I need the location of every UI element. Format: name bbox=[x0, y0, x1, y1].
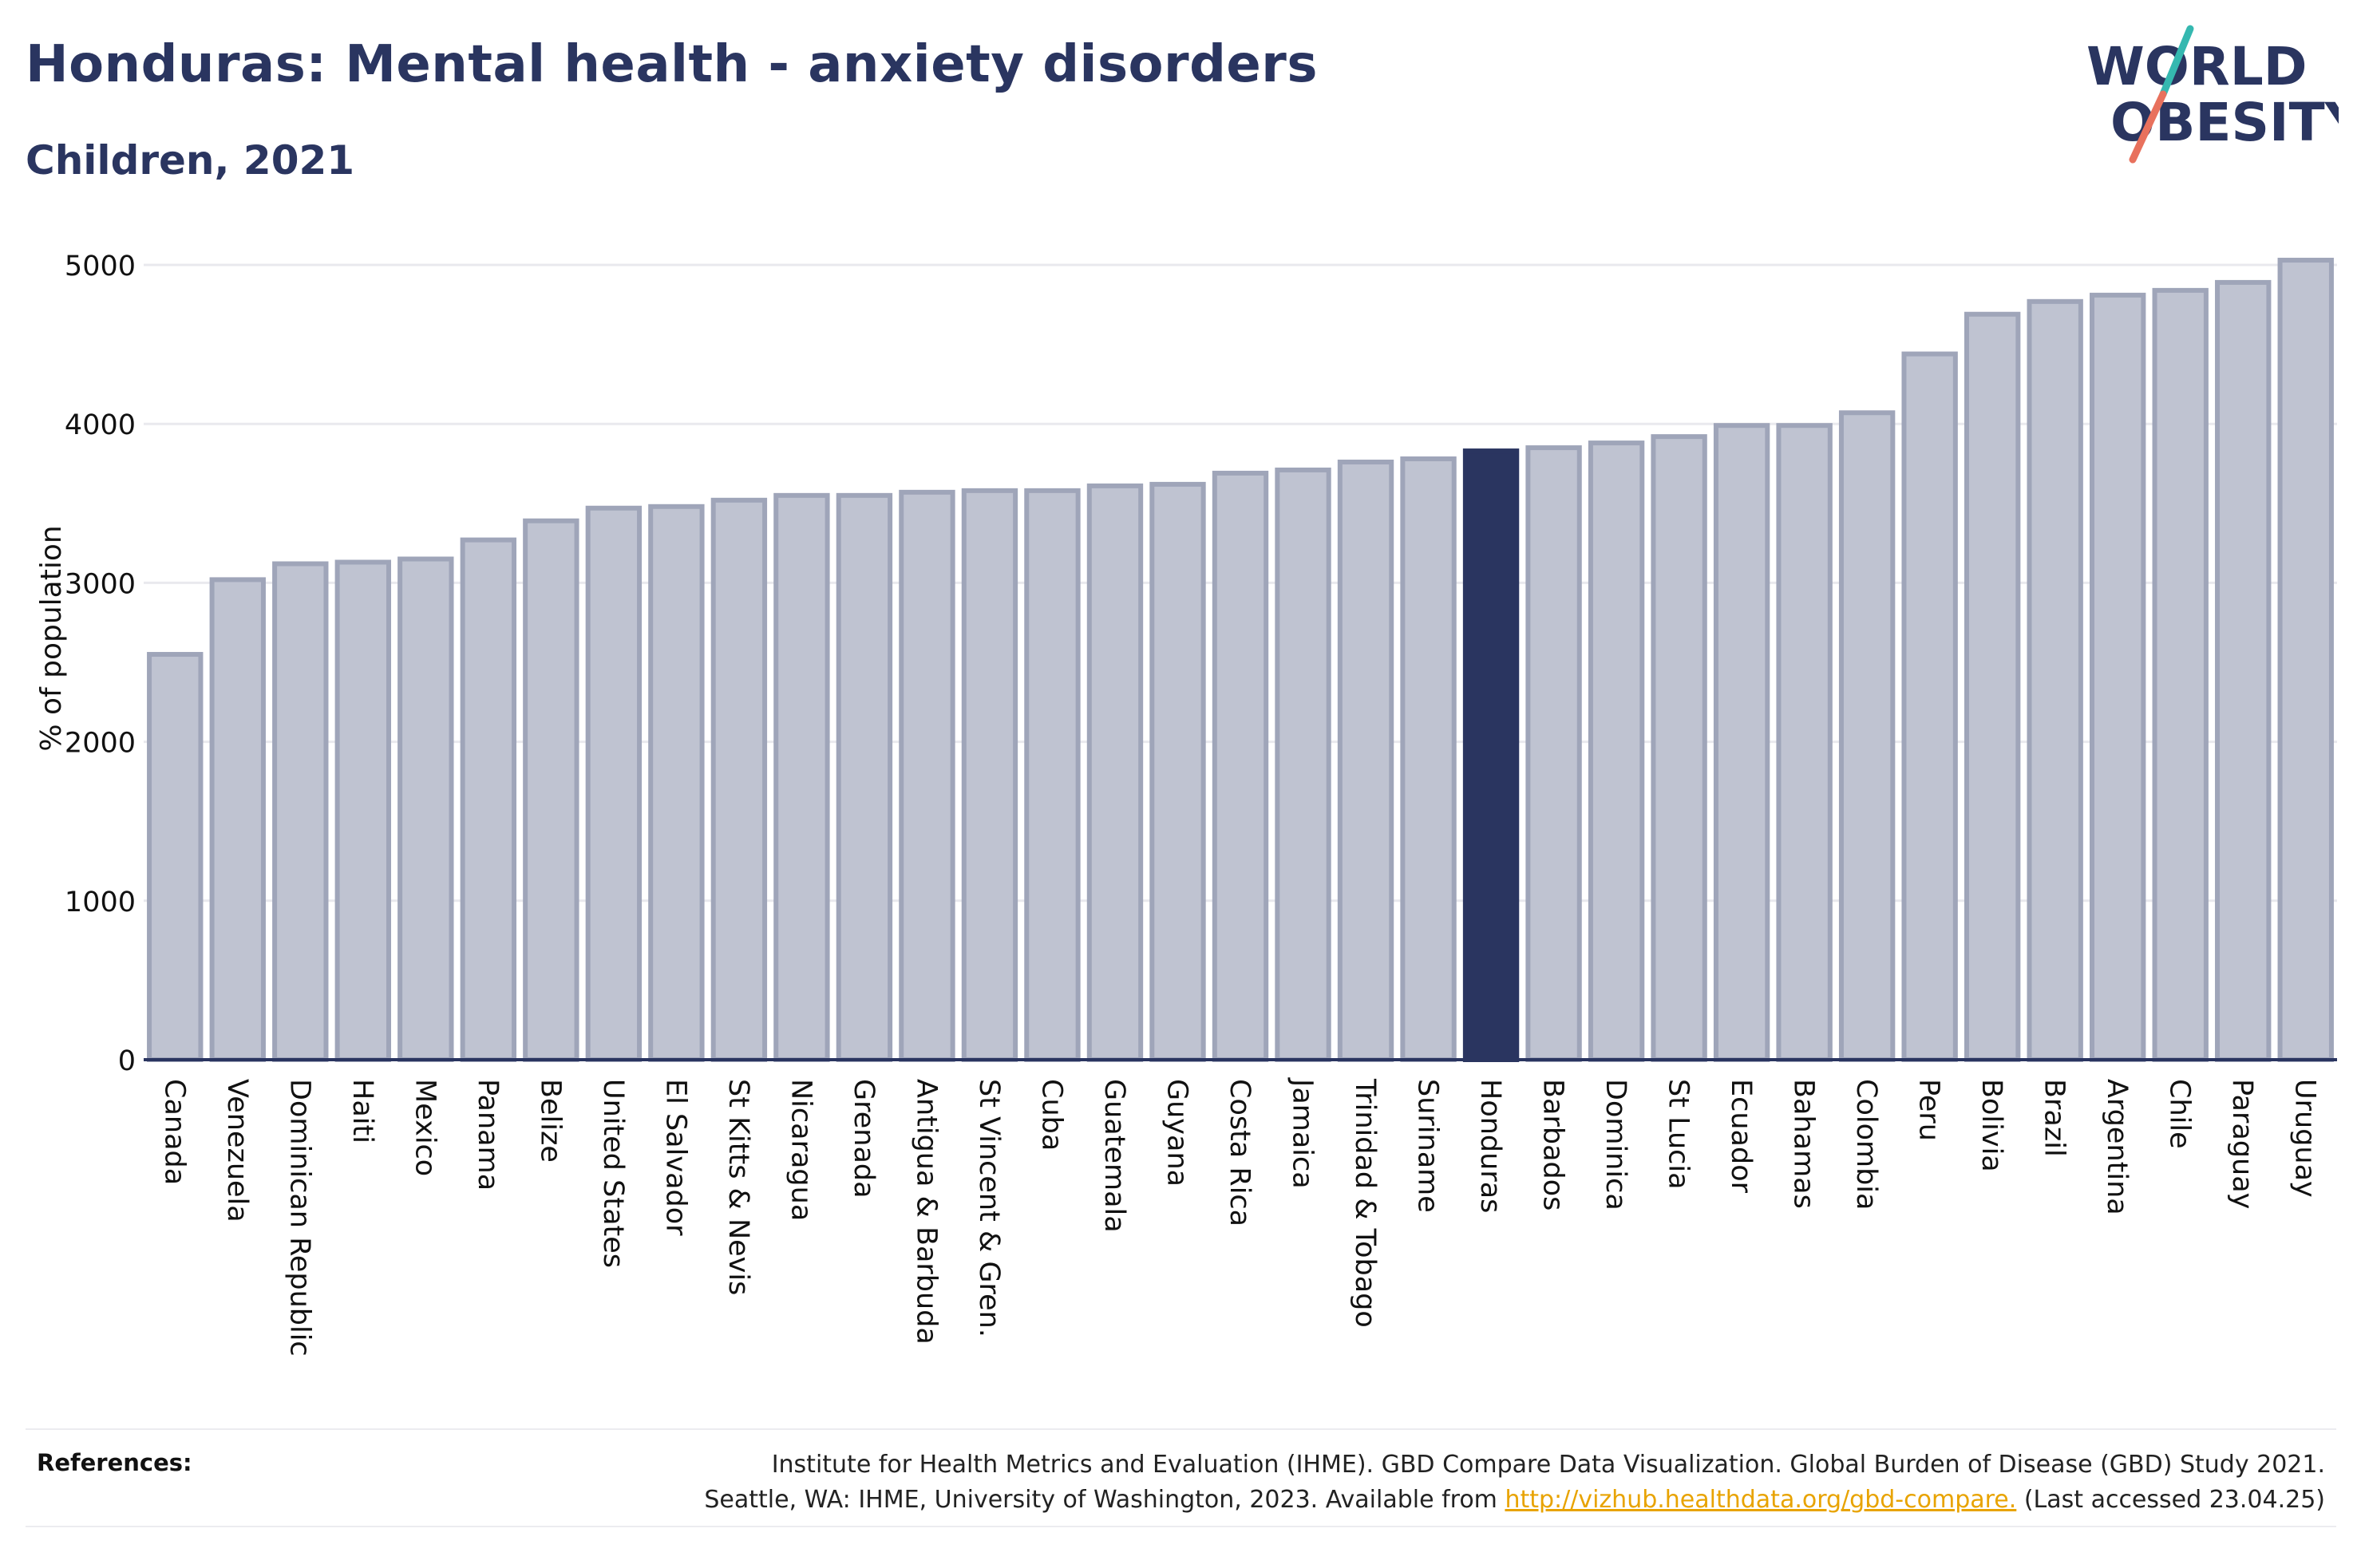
bar-nicaragua bbox=[773, 492, 830, 1062]
y-axis-label: % of population bbox=[35, 525, 68, 751]
bar-st-kitts-nevis bbox=[710, 497, 768, 1062]
x-tick-label: Ecuador bbox=[1725, 1079, 1757, 1194]
x-axis-labels: Canada Venezuela Dominican Republic Haiti Me… bbox=[158, 1077, 2320, 1357]
references-line-2-suffix: (Last accessed 23.04.25) bbox=[2016, 1486, 2325, 1514]
x-tick-label: Guyana bbox=[1161, 1079, 1192, 1187]
footer-divider-bottom bbox=[26, 1526, 2336, 1527]
x-tick-label: Bolivia bbox=[1975, 1079, 2007, 1172]
x-tick-label: Cuba bbox=[1035, 1079, 1067, 1151]
bar-suriname bbox=[1400, 456, 1457, 1062]
bar-guatemala bbox=[1086, 483, 1144, 1062]
x-tick-label: Haiti bbox=[346, 1079, 378, 1143]
bar-bolivia bbox=[1964, 311, 2021, 1062]
x-tick-label: Antigua & Barbuda bbox=[910, 1079, 942, 1345]
references-label: References: bbox=[37, 1449, 192, 1476]
x-tick-label: Suriname bbox=[1412, 1079, 1444, 1213]
bar-el-salvador bbox=[648, 504, 705, 1062]
logo-word-world: WORLD bbox=[2086, 36, 2308, 97]
x-tick-label: Mexico bbox=[409, 1079, 441, 1176]
x-tick-label: Belize bbox=[534, 1079, 566, 1163]
x-tick-label: Canada bbox=[158, 1079, 190, 1185]
chart-title: Honduras: Mental health - anxiety disord… bbox=[26, 35, 1318, 94]
bar-united-states bbox=[585, 505, 643, 1062]
bar-haiti bbox=[334, 559, 391, 1062]
y-tick-label: 5000 bbox=[65, 251, 136, 282]
y-tick-label: 2000 bbox=[65, 728, 136, 760]
bar-panama bbox=[460, 537, 517, 1062]
bar-venezuela bbox=[209, 577, 266, 1062]
x-tick-label: Brazil bbox=[2039, 1079, 2070, 1157]
bar-st-vincent-gren- bbox=[961, 488, 1018, 1062]
x-tick-label: Chile bbox=[2164, 1079, 2196, 1149]
references-line-1: Institute for Health Metrics and Evaluat… bbox=[771, 1451, 2325, 1479]
x-tick-label: Bahamas bbox=[1788, 1079, 1820, 1209]
bar-chart: 0 1000 2000 3000 4000 5000 Canada Venezuela Dom… bbox=[35, 251, 2337, 1357]
bar-dominican-republic bbox=[272, 561, 329, 1062]
x-tick-label: St Vincent & Gren. bbox=[973, 1079, 1005, 1337]
references-line-2-prefix: Seattle, WA: IHME, University of Washing… bbox=[704, 1486, 1505, 1514]
bar-bahamas bbox=[1776, 423, 1833, 1062]
logo-slash-coral bbox=[2129, 90, 2167, 164]
x-tick-label: Guatemala bbox=[1098, 1079, 1130, 1233]
x-tick-label: Trinidad & Tobago bbox=[1349, 1078, 1381, 1328]
bar-argentina bbox=[2090, 292, 2146, 1062]
bar-brazil bbox=[2027, 298, 2083, 1063]
bar-st-lucia bbox=[1651, 434, 1707, 1062]
bar-peru bbox=[1901, 351, 1958, 1062]
y-tick-label: 4000 bbox=[65, 409, 136, 441]
bar-barbados bbox=[1525, 445, 1582, 1062]
bar-uruguay bbox=[2277, 258, 2334, 1062]
bar-grenada bbox=[836, 492, 893, 1062]
x-tick-label: El Salvador bbox=[659, 1079, 691, 1236]
bar-canada bbox=[147, 652, 204, 1062]
bar-dominica bbox=[1588, 440, 1645, 1062]
bar-chile bbox=[2152, 287, 2209, 1062]
x-tick-label: Dominican Republic bbox=[283, 1079, 315, 1357]
x-tick-label: St Lucia bbox=[1663, 1079, 1695, 1190]
bar-cuba bbox=[1024, 488, 1081, 1062]
references-link[interactable]: http://vizhub.healthdata.org/gbd-compare… bbox=[1505, 1486, 2017, 1514]
bar-guyana bbox=[1149, 481, 1206, 1062]
x-tick-label: Venezuela bbox=[221, 1079, 253, 1222]
x-tick-label: Barbados bbox=[1537, 1079, 1569, 1211]
bar-ecuador bbox=[1713, 423, 1770, 1062]
bar-antigua-barbuda bbox=[899, 489, 955, 1062]
x-tick-label: St Kitts & Nevis bbox=[722, 1079, 754, 1295]
x-tick-label: Costa Rica bbox=[1224, 1079, 1256, 1226]
x-tick-label: Jamaica bbox=[1287, 1077, 1319, 1189]
bar-trinidad-tobago bbox=[1337, 460, 1394, 1062]
y-tick-label: 3000 bbox=[65, 568, 136, 600]
x-tick-label: Dominica bbox=[1600, 1079, 1631, 1211]
x-tick-label: Honduras bbox=[1474, 1079, 1506, 1213]
references-text: Institute for Health Metrics and Evaluat… bbox=[704, 1448, 2325, 1518]
y-tick-label: 0 bbox=[118, 1045, 136, 1077]
bar-mexico bbox=[397, 556, 454, 1062]
chart-subtitle: Children, 2021 bbox=[26, 137, 355, 184]
bar-paraguay bbox=[2215, 279, 2272, 1062]
x-tick-label: Panama bbox=[472, 1079, 504, 1191]
bar-honduras bbox=[1462, 448, 1520, 1062]
footer-divider-top bbox=[26, 1428, 2336, 1430]
logo-slash-teal bbox=[2159, 25, 2194, 98]
x-tick-label: Paraguay bbox=[2226, 1079, 2258, 1209]
x-tick-label: Grenada bbox=[848, 1079, 880, 1199]
x-tick-label: Uruguay bbox=[2289, 1079, 2321, 1198]
x-tick-label: Nicaragua bbox=[785, 1079, 817, 1221]
x-tick-label: Colombia bbox=[1850, 1079, 1882, 1210]
x-tick-label: United States bbox=[597, 1079, 629, 1268]
bar-belize bbox=[523, 518, 579, 1062]
bars bbox=[147, 258, 2334, 1063]
x-tick-label: Argentina bbox=[2101, 1079, 2133, 1215]
bar-colombia bbox=[1838, 410, 1896, 1062]
references-line-2: Seattle, WA: IHME, University of Washing… bbox=[704, 1483, 2325, 1518]
bar-jamaica bbox=[1275, 467, 1331, 1062]
world-obesity-logo: WORLD OBESITY bbox=[2086, 25, 2339, 164]
x-tick-label: Peru bbox=[1913, 1079, 1945, 1141]
y-tick-label: 1000 bbox=[65, 887, 136, 918]
y-axis-ticks: 0 1000 2000 3000 4000 5000 bbox=[65, 251, 136, 1077]
bar-costa-rica bbox=[1212, 470, 1269, 1062]
